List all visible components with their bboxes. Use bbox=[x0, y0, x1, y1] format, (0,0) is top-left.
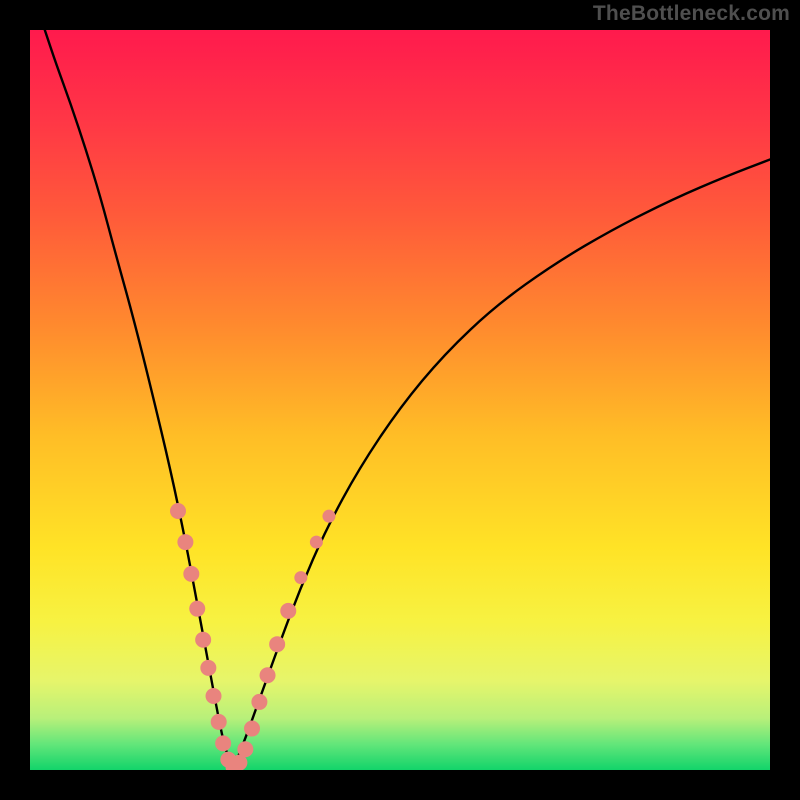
data-marker bbox=[189, 601, 205, 617]
data-marker bbox=[206, 688, 222, 704]
root-container: TheBottleneck.com bbox=[0, 0, 800, 800]
data-marker bbox=[211, 714, 227, 730]
data-marker bbox=[294, 571, 307, 584]
data-marker bbox=[177, 534, 193, 550]
data-marker bbox=[215, 735, 231, 751]
data-marker bbox=[237, 741, 253, 757]
data-marker bbox=[310, 536, 323, 549]
data-marker bbox=[269, 636, 285, 652]
data-marker bbox=[251, 694, 267, 710]
data-marker bbox=[280, 603, 296, 619]
watermark-text: TheBottleneck.com bbox=[593, 2, 790, 26]
bottleneck-chart bbox=[0, 0, 800, 800]
data-marker bbox=[322, 510, 335, 523]
data-marker bbox=[260, 667, 276, 683]
data-marker bbox=[183, 566, 199, 582]
data-marker bbox=[170, 503, 186, 519]
plot-background bbox=[30, 30, 770, 770]
data-marker bbox=[244, 721, 260, 737]
data-marker bbox=[200, 660, 216, 676]
data-marker bbox=[195, 632, 211, 648]
